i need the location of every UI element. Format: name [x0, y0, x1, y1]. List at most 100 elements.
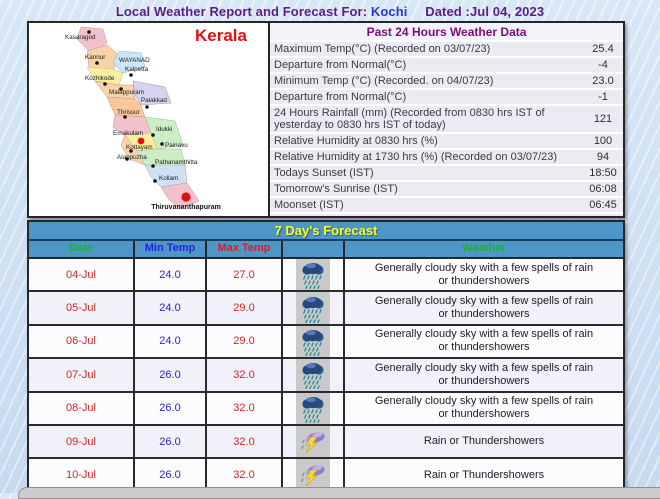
district-label: Idukki	[156, 126, 172, 133]
past24-row: Tomorrow's Sunrise (IST) 06:08	[270, 182, 623, 198]
icon-background-strip	[296, 459, 330, 491]
district-label: Painavu	[165, 142, 188, 149]
page-title: Local Weather Report and Forecast For: K…	[0, 4, 660, 19]
past24-row: Departure from Normal(°C) -4	[270, 58, 623, 74]
district-label: Palakkad	[141, 97, 167, 104]
page-title-date: Dated :Jul 04, 2023	[425, 4, 545, 19]
column-header-min-temp: Min Temp	[135, 241, 207, 257]
forecast-weather-text: Generally cloudy sky with a few spells o…	[374, 295, 594, 321]
thundershowers-icon	[300, 432, 325, 453]
icon-background-strip	[296, 259, 330, 291]
forecast-icon-cell	[283, 292, 345, 324]
forecast-row: 10-Jul 26.0 32.0 Rain or Thund	[29, 459, 623, 491]
past24-row-label: Maximum Temp(°C) (Recorded on 03/07/23)	[274, 43, 491, 55]
forecast-weather-text: Generally cloudy sky with a few spells o…	[374, 328, 594, 354]
past24-row-value: 20:1	[585, 215, 621, 216]
past24-row: Moonset (IST) 06:45	[270, 198, 623, 214]
forecast-date: 09-Jul	[29, 425, 135, 458]
forecast-min-temp: 24.0	[135, 292, 207, 324]
past24-row-label: Departure from Normal(°C)	[274, 59, 407, 71]
past24-row: Moonrise (IST) 20:1	[270, 214, 623, 216]
past24-row-label: 24 Hours Rainfall (mm) (Recorded from 08…	[274, 107, 545, 131]
past24-row-value: -1	[598, 91, 608, 103]
forecast-date: 07-Jul	[29, 359, 135, 391]
top-section: Kasaragod Kannur WAYANAD Kalpetta Kozhik…	[27, 21, 625, 218]
city-dot	[87, 30, 91, 34]
forecast-weather-text: Rain or Thundershowers	[423, 468, 545, 481]
past24-row-value: 121	[593, 113, 613, 125]
past24-row-label: Moonset (IST)	[274, 199, 344, 211]
past24-row: Relative Humidity at 0830 hrs (%) 100	[270, 134, 623, 150]
district-label: Alappuzha	[117, 154, 147, 161]
past24-row: 24 Hours Rainfall (mm) (Recorded from 08…	[270, 106, 623, 134]
column-header-weather: Weather	[462, 242, 506, 254]
forecast-max-temp: 29.0	[207, 325, 283, 358]
bottom-panel-edge	[18, 487, 660, 499]
forecast-column-headers: Date Min Temp Max Temp Weather	[29, 241, 623, 259]
forecast-weather-text: Rain or Thundershowers	[423, 435, 545, 448]
icon-background-strip	[296, 292, 330, 324]
past24-row-label: Todays Sunset (IST)	[274, 167, 374, 179]
kerala-map: Kasaragod Kannur WAYANAD Kalpetta Kozhik…	[65, 26, 248, 211]
forecast-icon-cell	[283, 459, 345, 491]
forecast-max-temp: 32.0	[207, 359, 283, 391]
column-header-date: Date	[29, 241, 135, 257]
city-dot	[153, 179, 157, 183]
forecast-weather-text: Generally cloudy sky with a few spells o…	[374, 261, 594, 287]
forecast-min-temp: 24.0	[135, 259, 207, 291]
city-dot	[151, 133, 155, 137]
forecast-weather-text: Generally cloudy sky with a few spells o…	[374, 395, 594, 421]
past24-row-label: Moonrise (IST)	[274, 215, 585, 216]
forecast-row: 09-Jul 26.0 32.0 Rain or Thund	[29, 425, 623, 460]
kerala-map-panel: Kasaragod Kannur WAYANAD Kalpetta Kozhik…	[29, 23, 270, 216]
forecast-min-temp: 26.0	[135, 459, 207, 491]
past24-row-label: Departure from Normal(°C)	[274, 91, 407, 103]
forecast-max-temp: 32.0	[207, 459, 283, 491]
rain-cloud-icon	[302, 396, 324, 423]
forecast-row: 07-Jul 26.0 32.0 Generally cloud	[29, 359, 623, 393]
icon-background-strip	[296, 325, 330, 358]
forecast-max-temp: 32.0	[207, 392, 283, 424]
rain-cloud-icon	[302, 363, 324, 390]
district-label-capital: Thiruvananthapuram	[151, 204, 221, 211]
page-title-city: Kochi	[370, 4, 408, 19]
forecast-max-temp: 32.0	[207, 425, 283, 458]
past-24-hours-table: Past 24 Hours Weather Data Maximum Temp(…	[270, 23, 623, 216]
rain-cloud-icon	[302, 296, 324, 323]
past-24-hours-title: Past 24 Hours Weather Data	[270, 23, 623, 42]
district-label: Kalpetta	[125, 66, 149, 73]
city-dot	[103, 82, 107, 86]
forecast-date: 05-Jul	[29, 292, 135, 324]
icon-background-strip	[296, 392, 330, 424]
city-dot	[119, 87, 123, 91]
forecast-weather-text: Generally cloudy sky with a few spells o…	[374, 361, 594, 387]
past24-row: Todays Sunset (IST) 18:50	[270, 166, 623, 182]
rain-cloud-icon	[302, 263, 324, 290]
district-label: Kasaragod	[65, 34, 96, 41]
forecast-min-temp: 26.0	[135, 392, 207, 424]
forecast-min-temp: 26.0	[135, 425, 207, 458]
past24-row-label: Tomorrow's Sunrise (IST)	[274, 183, 398, 195]
city-dot	[129, 149, 133, 153]
past24-row-value: 06:45	[589, 199, 617, 211]
forecast-icon-cell	[283, 325, 345, 358]
thiruvananthapuram-dot	[181, 192, 191, 202]
forecast-max-temp: 29.0	[207, 292, 283, 324]
forecast-table: 7 Day's Forecast Date Min Temp Max Temp …	[27, 220, 625, 493]
forecast-date: 04-Jul	[29, 259, 135, 291]
city-dot	[145, 105, 149, 109]
district-label: Thrissur	[117, 109, 140, 116]
forecast-max-temp: 27.0	[207, 259, 283, 291]
forecast-icon-cell	[283, 259, 345, 291]
past24-row-label: Relative Humidity at 1730 hrs (%) (Recor…	[274, 151, 558, 163]
forecast-title: 7 Day's Forecast	[29, 222, 623, 241]
thundershowers-icon	[300, 465, 325, 487]
forecast-icon-cell	[283, 359, 345, 391]
kochi-ernakulam-dot	[137, 137, 145, 145]
past24-row-value: -4	[598, 59, 608, 71]
forecast-row: 05-Jul 24.0 29.0 Generally cloud	[29, 292, 623, 326]
district-label: Ernakulam	[113, 130, 143, 137]
past24-row-value: 94	[596, 151, 610, 163]
forecast-row: 08-Jul 26.0 32.0 Generally cloud	[29, 392, 623, 426]
past24-row: Departure from Normal(°C) -1	[270, 90, 623, 106]
